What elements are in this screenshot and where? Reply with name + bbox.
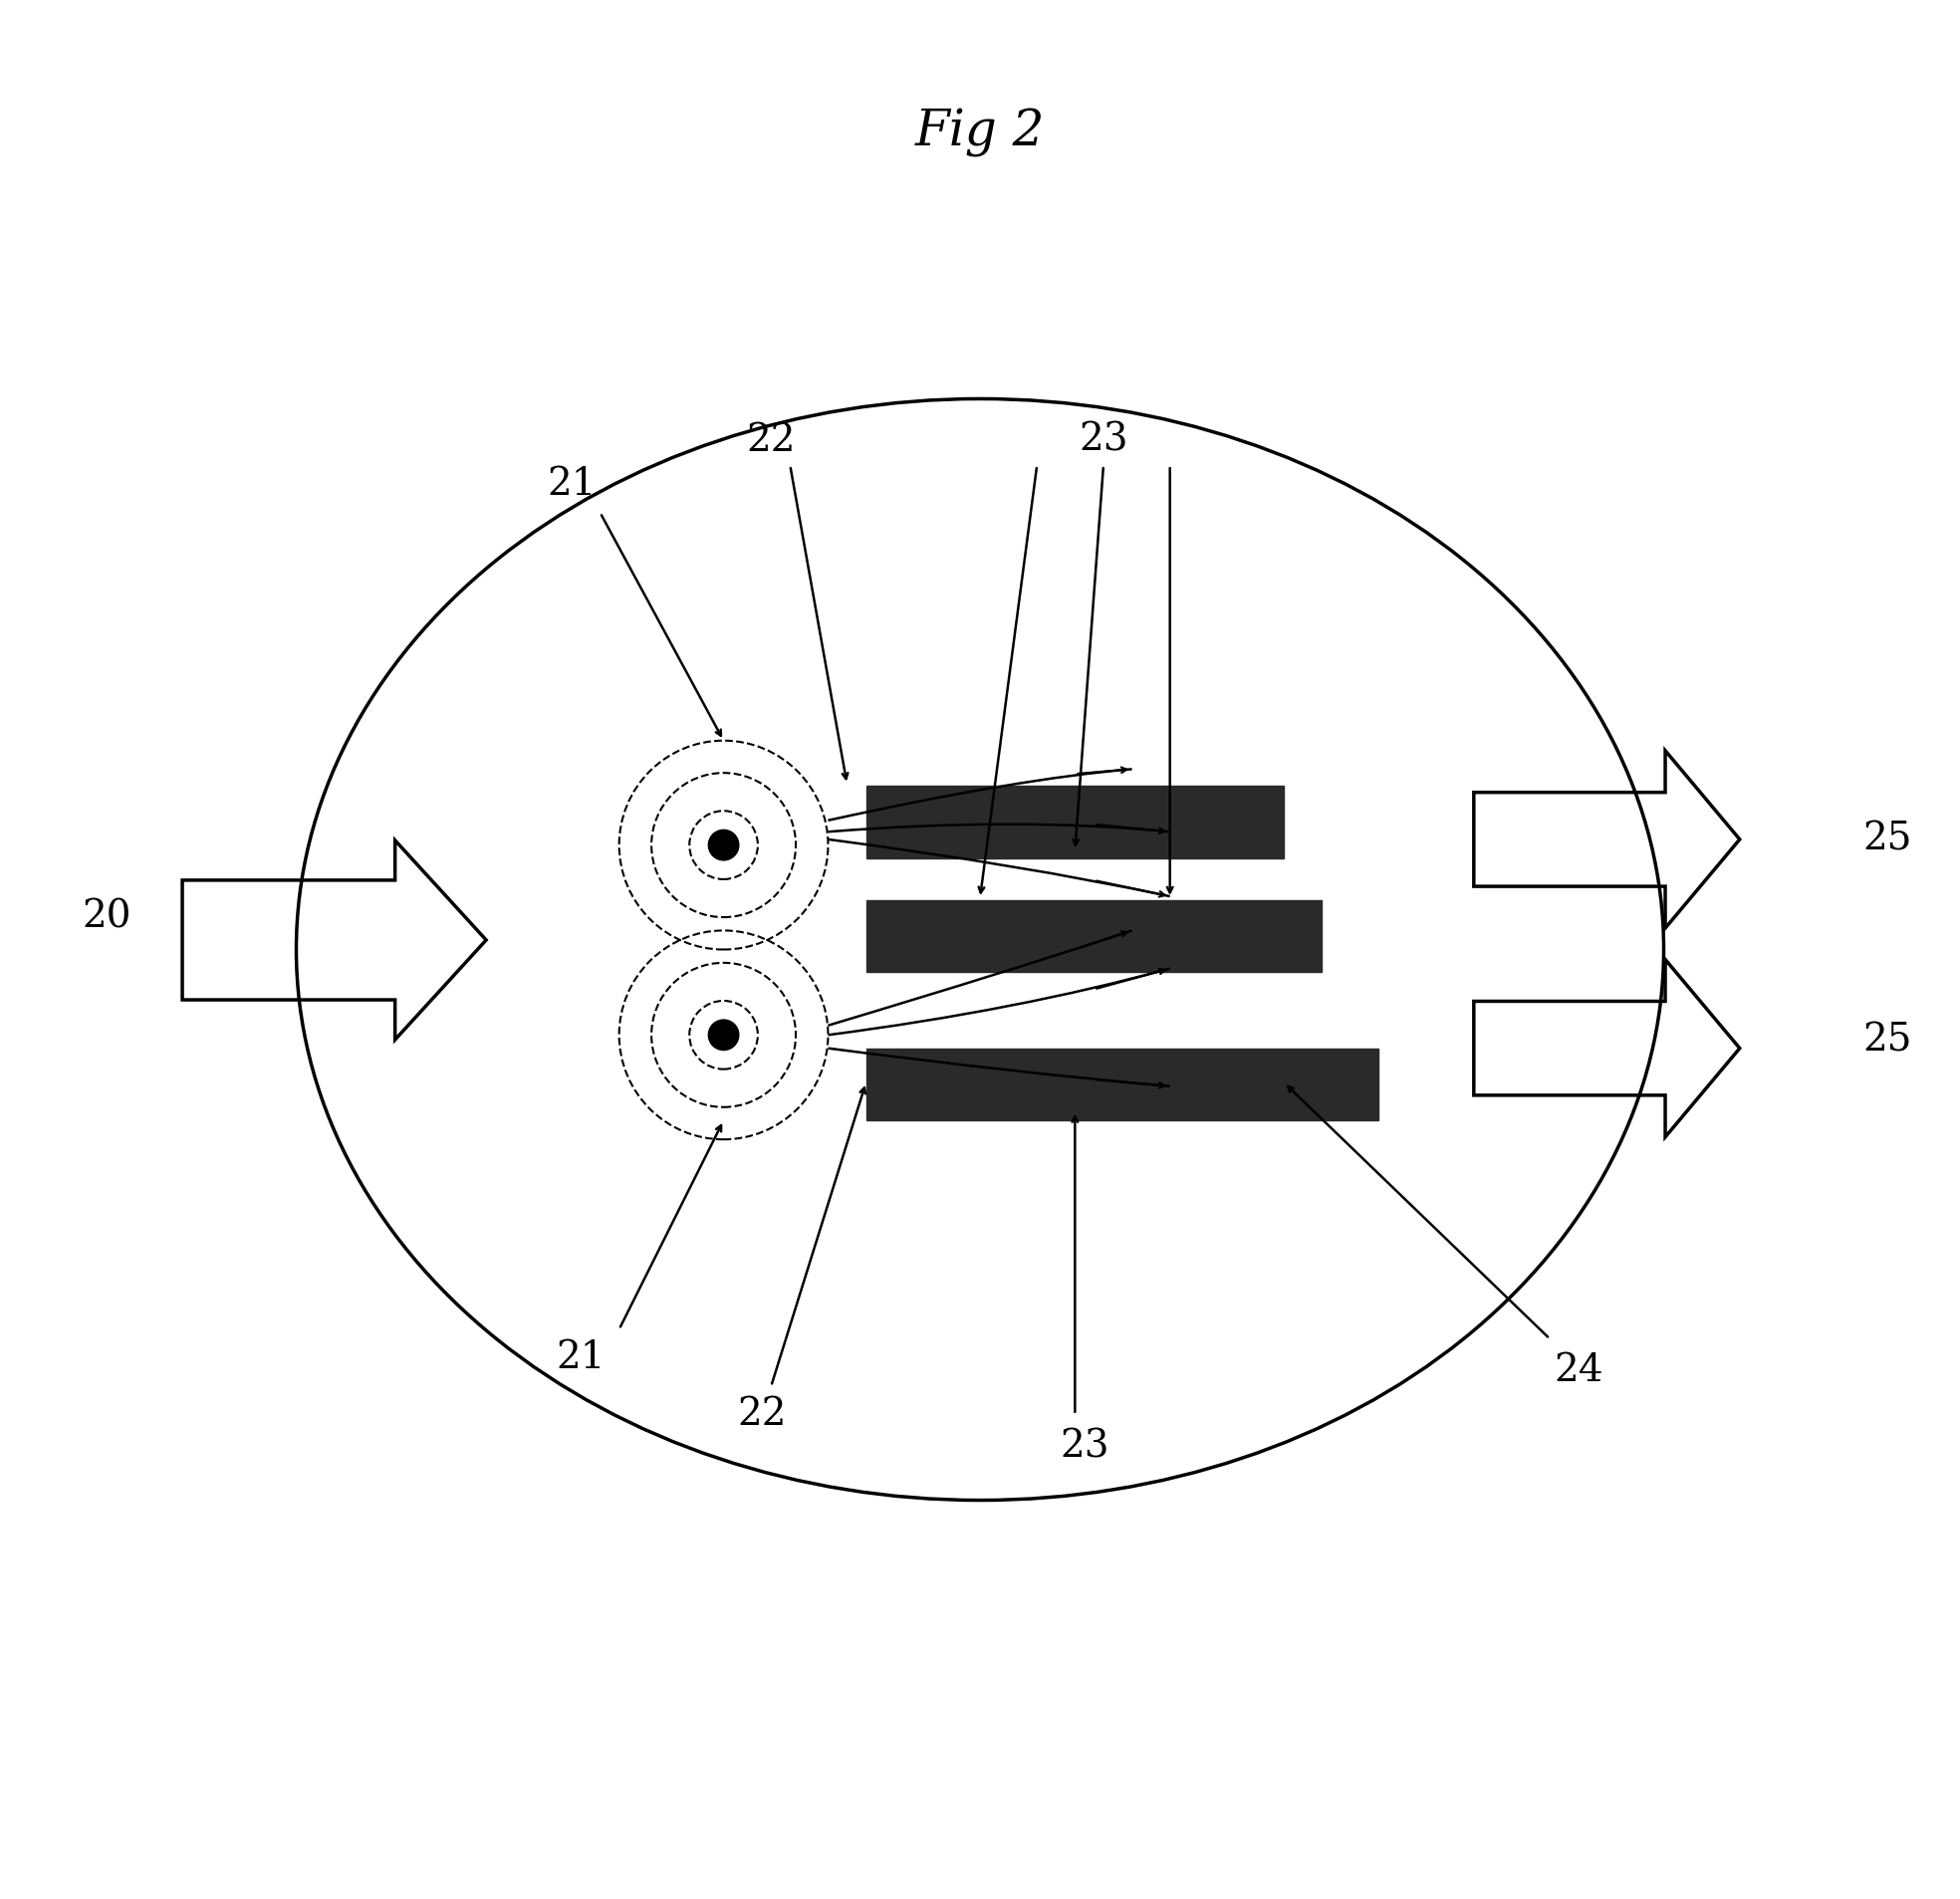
Text: Fig 2: Fig 2 (915, 108, 1045, 158)
Text: 21: 21 (557, 1339, 606, 1377)
Circle shape (708, 830, 739, 860)
Text: 25: 25 (1864, 1022, 1913, 1060)
Text: 20: 20 (82, 898, 131, 936)
Text: 24: 24 (1554, 1352, 1603, 1390)
Text: 21: 21 (547, 465, 596, 503)
FancyBboxPatch shape (866, 786, 1284, 858)
FancyBboxPatch shape (866, 1048, 1378, 1120)
Text: 23: 23 (1078, 422, 1129, 460)
Text: 22: 22 (747, 422, 796, 460)
Circle shape (708, 1020, 739, 1050)
Text: 22: 22 (737, 1396, 786, 1434)
Text: 25: 25 (1864, 820, 1913, 858)
FancyBboxPatch shape (866, 900, 1321, 972)
Text: 23: 23 (1060, 1428, 1109, 1466)
